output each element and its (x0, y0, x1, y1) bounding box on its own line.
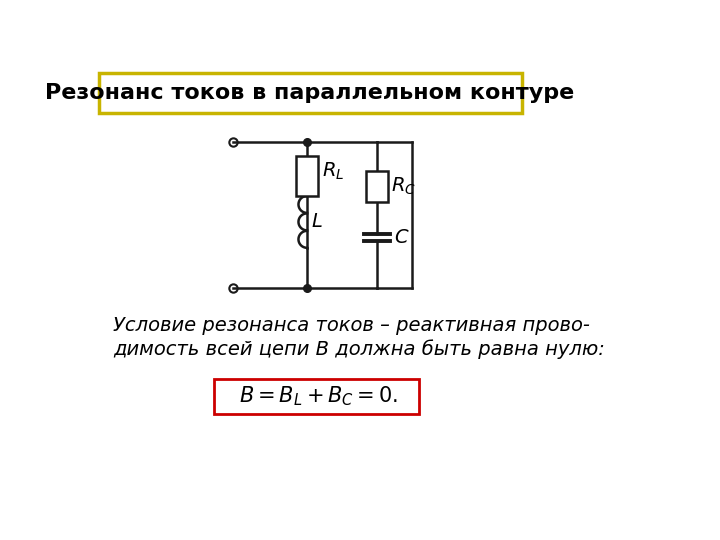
Text: Резонанс токов в параллельном контуре: Резонанс токов в параллельном контуре (45, 83, 575, 103)
Bar (99, 72, 522, 112)
Bar (366, 171, 387, 202)
Text: $R_C$: $R_C$ (392, 176, 416, 197)
Text: $C$: $C$ (394, 228, 410, 247)
Text: димость всей цепи B должна быть равна нулю:: димость всей цепи B должна быть равна ну… (113, 340, 605, 360)
Text: $B = B_L + B_C = 0.$: $B = B_L + B_C = 0.$ (239, 384, 398, 408)
Text: Условие резонанса токов – реактивная прово-: Условие резонанса токов – реактивная про… (113, 316, 590, 335)
Bar (214, 379, 419, 414)
Bar (296, 156, 318, 195)
Text: $L$: $L$ (311, 212, 323, 231)
Text: $R_L$: $R_L$ (322, 160, 344, 181)
